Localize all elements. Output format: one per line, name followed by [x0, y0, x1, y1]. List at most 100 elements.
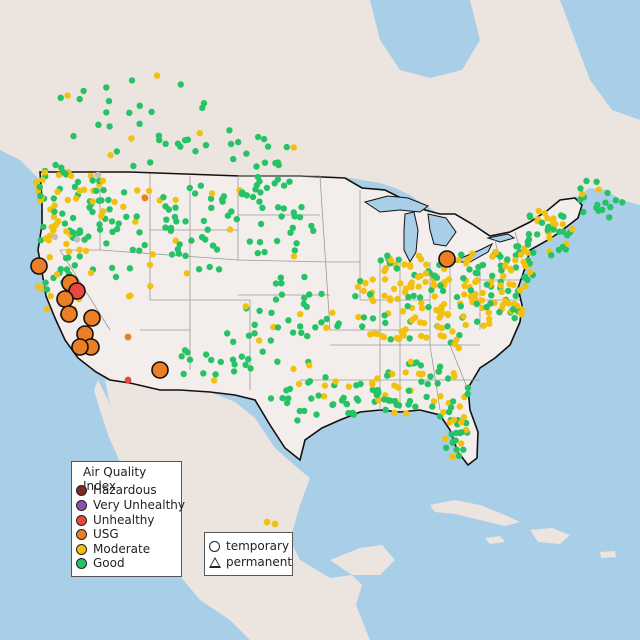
monitor-dot [162, 224, 169, 231]
monitor-dot [390, 285, 398, 293]
monitor-dot [352, 293, 359, 300]
monitor-dot [322, 374, 329, 381]
monitor-dot [273, 237, 281, 245]
monitor-dot [103, 109, 110, 116]
monitor-dot [37, 192, 44, 200]
monitor-dot [496, 309, 503, 316]
monitor-dot [583, 177, 590, 185]
monitor-dot [76, 229, 84, 236]
monitor-dot [256, 198, 263, 205]
monitor-dot [238, 190, 246, 198]
monitor-dot [612, 197, 619, 204]
monitor-dot [74, 236, 81, 243]
monitor-dot [95, 197, 103, 204]
monitor-dot [473, 300, 480, 308]
monitor-dot [456, 332, 463, 339]
monitor-dot [219, 196, 226, 203]
monitor-dot [227, 140, 235, 148]
monitor-dot [511, 314, 518, 322]
monitor-dot [380, 334, 388, 341]
monitor-dot [108, 218, 116, 225]
monitor-dot [210, 377, 218, 384]
monitor-dot [212, 371, 219, 378]
shape-item-temporary: temporary [209, 539, 289, 553]
monitor-dot [445, 276, 453, 283]
monitor-dot [502, 263, 509, 270]
monitor-dot [224, 330, 231, 337]
monitor-dot [381, 292, 388, 299]
monitor-dot [526, 213, 534, 221]
very-unhealthy-swatch [76, 499, 87, 511]
monitor-dot [472, 269, 479, 277]
monitor-dot [283, 399, 291, 407]
monitor-dot [65, 248, 73, 255]
monitor-dot [521, 273, 529, 281]
monitor-dot [413, 359, 420, 366]
monitor-dot [43, 286, 51, 293]
legend-label: USG [93, 527, 119, 541]
monitor-dot [208, 204, 215, 212]
monitor-dot [548, 252, 555, 259]
monitor-dot [98, 212, 105, 220]
monitor-dot [43, 306, 51, 313]
monitor-dot [480, 322, 487, 329]
monitor-dot [215, 266, 223, 273]
monitor-dot [200, 217, 208, 225]
monitor-dot [141, 241, 148, 249]
monitor-dot [72, 195, 80, 202]
monitor-dot [256, 178, 263, 185]
monitor-dot [619, 199, 626, 206]
monitor-dot [595, 186, 602, 193]
monitor-dot [181, 347, 189, 354]
monitor-dot [252, 186, 259, 193]
monitor-dot [530, 249, 537, 256]
lake-huron [427, 213, 457, 247]
monitor-dot [80, 186, 88, 193]
monitor-dot [290, 253, 298, 260]
monitor-dot [395, 384, 402, 391]
monitor-dot [286, 385, 294, 393]
monitor-dot [57, 265, 64, 273]
monitor-dot [217, 358, 224, 366]
monitor-dot [373, 330, 381, 338]
large-site-marker [30, 257, 48, 275]
legend-label: Unhealthy [93, 513, 155, 527]
mexico-land [105, 380, 370, 640]
monitor-dot [455, 452, 463, 460]
monitor-dot [595, 207, 602, 214]
monitor-dot [483, 281, 491, 288]
monitor-dot [405, 401, 412, 408]
monitor-dot [203, 351, 210, 358]
monitor-dot [274, 204, 282, 211]
monitor-dot [395, 256, 402, 263]
monitor-dot [500, 272, 507, 280]
monitor-dot [111, 198, 118, 206]
monitor-dot [208, 356, 215, 364]
monitor-dot [458, 251, 465, 258]
monitor-dot [174, 246, 181, 253]
monitor-dot [485, 309, 492, 316]
monitor-dot [148, 108, 155, 116]
monitor-dot [306, 362, 313, 369]
monitor-dot [607, 203, 614, 211]
legend-label: Hazardous [93, 483, 157, 497]
monitor-dot [120, 203, 127, 210]
monitor-dot [332, 378, 339, 385]
legend-item-very-unhealthy: Very Unhealthy [76, 498, 185, 512]
monitor-dot [444, 310, 451, 318]
large-site-marker [56, 290, 74, 308]
monitor-dot [129, 246, 136, 253]
usg-swatch [76, 528, 87, 540]
monitor-dot [162, 203, 169, 210]
monitor-dot [360, 314, 368, 321]
monitor-dot [286, 178, 293, 185]
monitor-dot [488, 277, 495, 284]
monitor-dot [436, 363, 444, 370]
monitor-dot [402, 326, 409, 333]
monitor-dot [69, 229, 77, 236]
monitor-dot [128, 135, 135, 142]
monitor-dot [438, 303, 445, 311]
hispaniola [530, 528, 570, 544]
monitor-dot [391, 397, 398, 405]
moderate-swatch [76, 543, 87, 555]
